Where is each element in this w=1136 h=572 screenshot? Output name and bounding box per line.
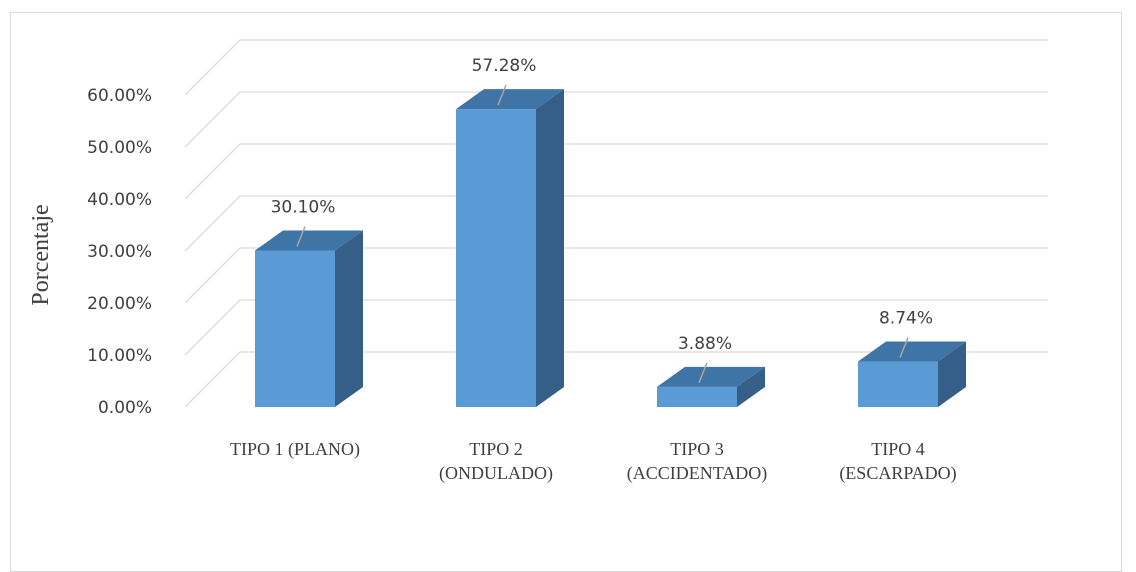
y-tick-label: 30.00% — [87, 242, 152, 262]
data-label: 57.28% — [472, 56, 537, 76]
category-label-line: TIPO 4 — [871, 439, 925, 459]
y-tick-label: 40.00% — [87, 190, 152, 210]
category-label-line: TIPO 2 — [469, 439, 523, 459]
gridline — [184, 91, 1048, 148]
bar — [657, 366, 765, 407]
category-label: TIPO 4 (ESCARPADO) — [839, 439, 956, 484]
data-label-leader — [497, 84, 507, 106]
bar-side — [938, 341, 966, 407]
category-labels: TIPO 1 (PLANO) TIPO 2 (ONDULADO) TIPO 3 (ACC… — [230, 439, 957, 484]
y-tick-label: 10.00% — [87, 346, 152, 366]
gridline — [184, 39, 1048, 96]
y-axis-title: Porcentaje — [28, 204, 54, 305]
bars — [255, 89, 966, 408]
gridline — [184, 351, 1048, 408]
bar-front — [456, 109, 536, 408]
data-label-leader — [296, 226, 306, 247]
data-label-leader — [698, 362, 708, 384]
y-axis-tick-labels: 0.00% 10.00% 20.00% 30.00% 40.00% 50.00% 60.00… — [87, 86, 152, 418]
category-label-line: TIPO 3 — [670, 439, 724, 459]
gridline — [184, 299, 1048, 356]
bar-side — [536, 89, 564, 408]
category-label-line: (ONDULADO) — [439, 463, 553, 484]
data-labels: 30.10% 57.28% 3.88% 8.74% — [271, 56, 933, 384]
bar — [456, 89, 564, 408]
category-label: TIPO 1 (PLANO) — [230, 439, 360, 460]
data-label: 30.10% — [271, 197, 336, 217]
gridline — [184, 143, 1048, 200]
bar-side — [737, 366, 765, 407]
gridline — [184, 247, 1048, 304]
bar — [858, 341, 966, 407]
bar — [255, 230, 363, 407]
bar-top — [255, 230, 363, 251]
category-label-line: (ACCIDENTADO) — [627, 463, 768, 484]
bar-front — [657, 386, 737, 407]
bar-top — [456, 89, 564, 110]
category-label-line: (ESCARPADO) — [839, 463, 956, 484]
gridlines — [184, 39, 1048, 408]
bar-front — [255, 250, 335, 407]
bar-side — [335, 230, 363, 407]
gridline — [184, 195, 1048, 252]
bar-top — [657, 366, 765, 387]
category-label-line: TIPO 1 (PLANO) — [230, 439, 360, 460]
y-tick-label: 50.00% — [87, 138, 152, 158]
data-label-leader — [899, 337, 909, 358]
data-label: 3.88% — [678, 334, 732, 354]
bar-top — [858, 341, 966, 362]
y-tick-label: 60.00% — [87, 86, 152, 106]
category-label: TIPO 3 (ACCIDENTADO) — [627, 439, 768, 484]
category-label: TIPO 2 (ONDULADO) — [439, 439, 553, 484]
y-tick-label: 20.00% — [87, 294, 152, 314]
y-tick-label: 0.00% — [98, 398, 152, 418]
bar-front — [858, 361, 938, 407]
data-label: 8.74% — [879, 309, 933, 329]
